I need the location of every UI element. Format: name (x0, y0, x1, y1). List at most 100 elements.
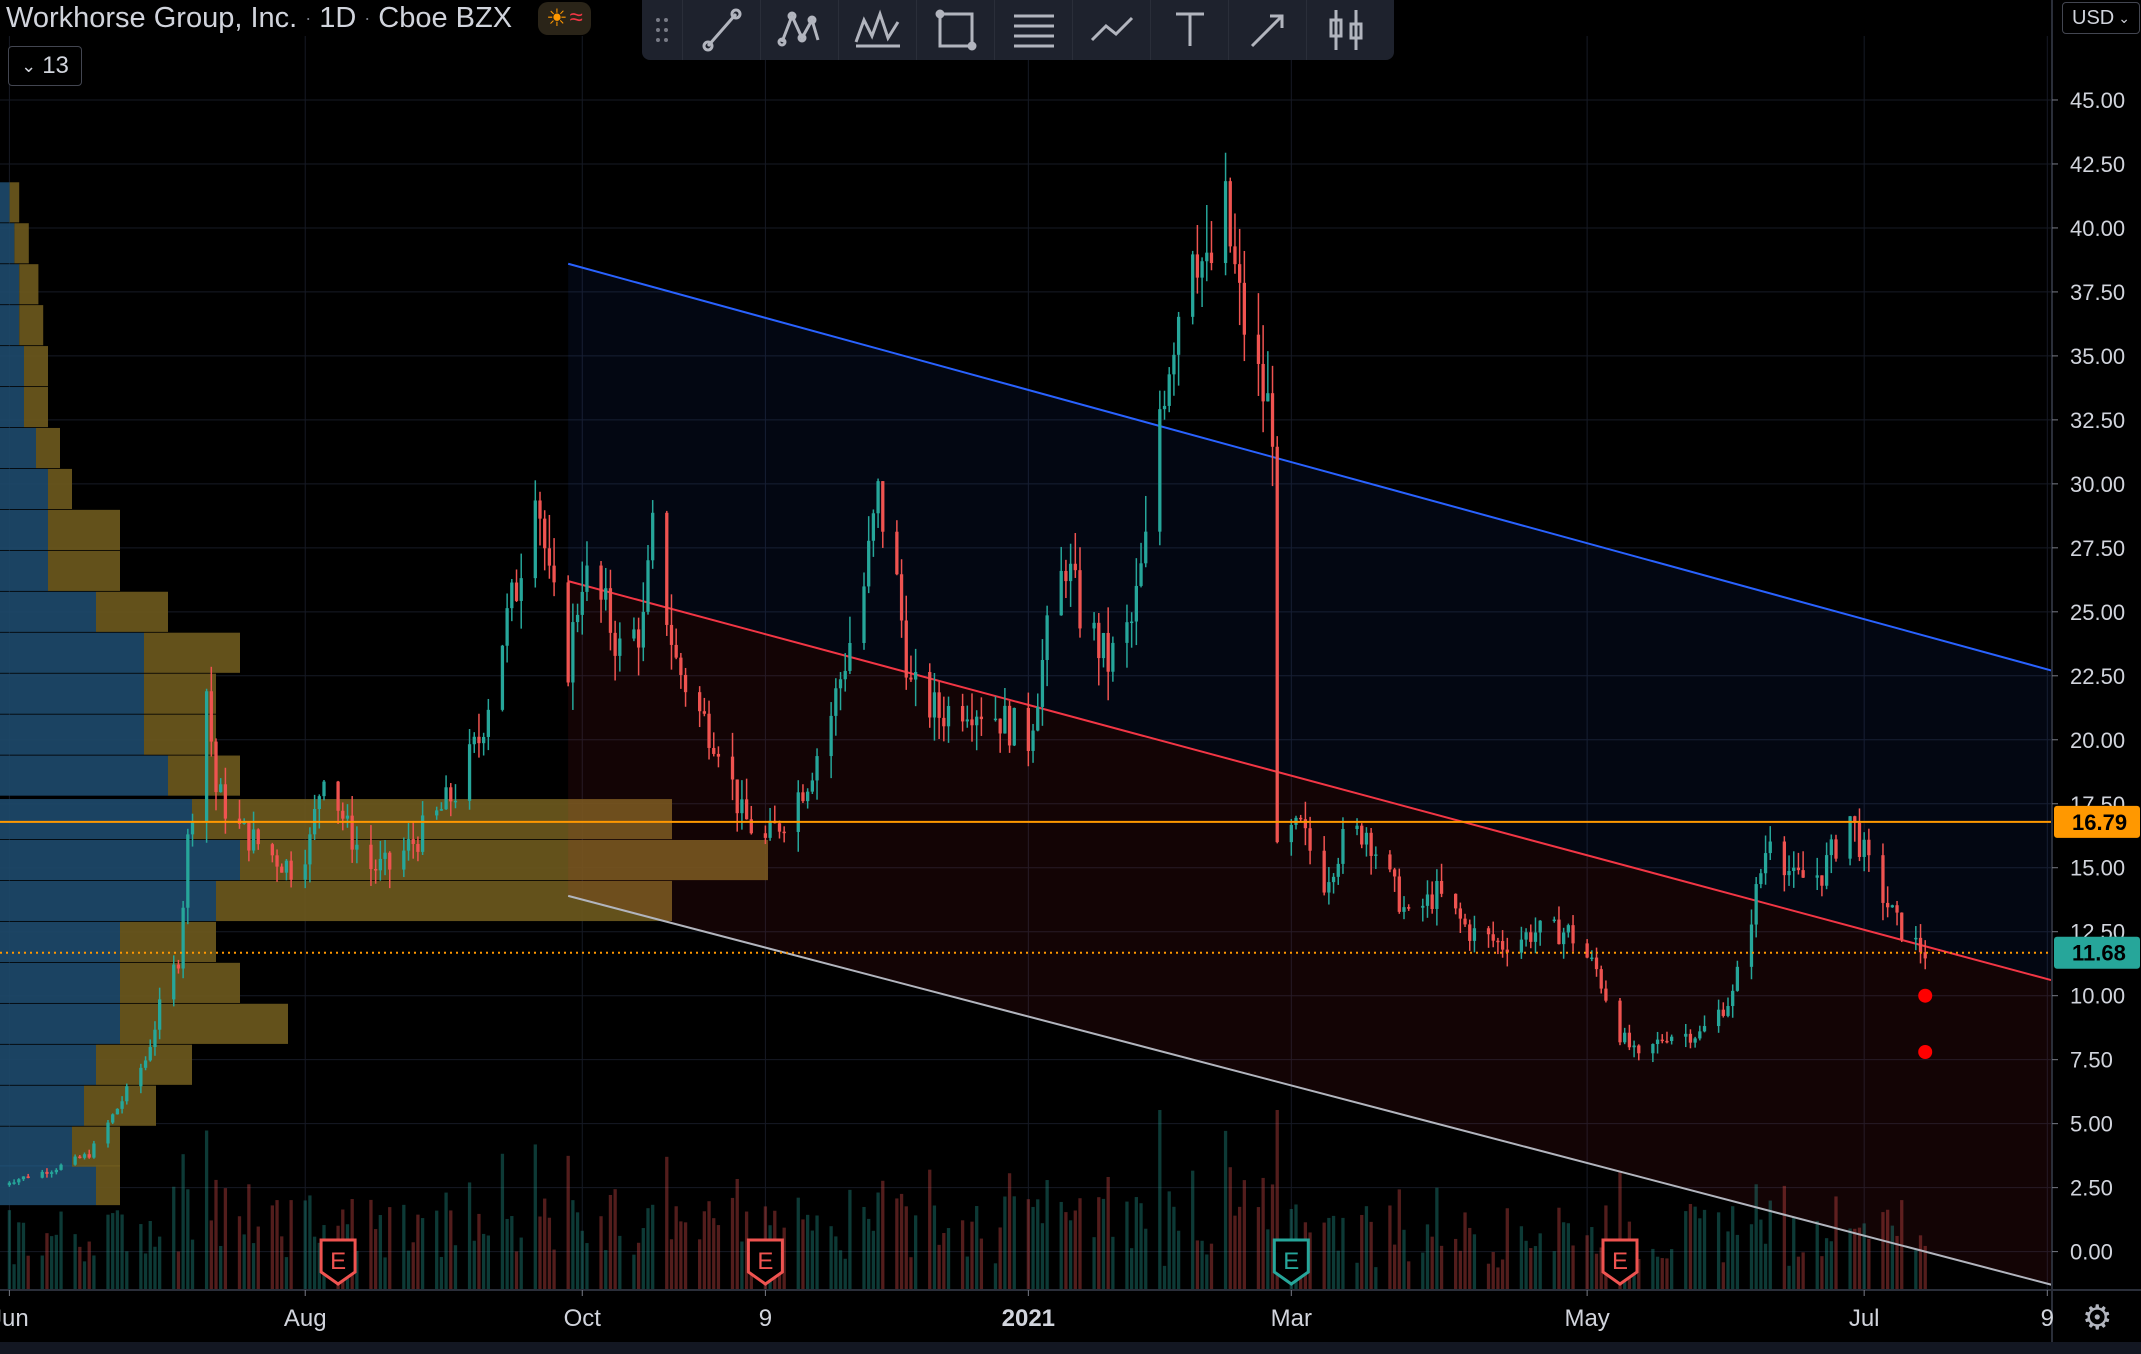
candle-body (289, 860, 293, 880)
symbol-name[interactable]: Workhorse Group, Inc. (6, 1, 298, 34)
volume-bar (1360, 1214, 1364, 1290)
volume-bar (1205, 1254, 1209, 1290)
candle-body (1552, 919, 1556, 922)
candle-body (632, 629, 636, 639)
volume-bar (1125, 1201, 1129, 1290)
floating-drawing-toolbar (642, 0, 1394, 60)
volume-bar (1045, 1180, 1049, 1290)
candle-body (26, 1176, 30, 1178)
candle-body (871, 513, 876, 541)
volume-bar (303, 1200, 307, 1290)
separator-dot: · (364, 7, 371, 28)
candle-body (514, 582, 519, 601)
currency-selector[interactable]: USD ⌄ (2062, 2, 2140, 34)
candle-body (378, 858, 382, 871)
interval-label[interactable]: 1D (319, 1, 357, 34)
path-tool-button[interactable] (1072, 0, 1150, 60)
volume-profile-up-bar (0, 1085, 84, 1126)
candle-body (1491, 934, 1495, 941)
arrow-tool-button[interactable] (1228, 0, 1306, 60)
volume-bar (1651, 1248, 1655, 1290)
volume-bar (1068, 1220, 1073, 1290)
volume-profile-up-bar (0, 1126, 72, 1167)
candle-body (1857, 822, 1862, 857)
chart-settings-gear-icon[interactable]: ⚙ (2082, 1299, 2113, 1337)
elliott-wave-tool-button[interactable] (838, 0, 916, 60)
candle-body (106, 1122, 110, 1144)
volume-bar (106, 1214, 110, 1290)
volume-profile-up-bar (0, 962, 120, 1003)
candle-body (1820, 875, 1824, 886)
volume-bar (1139, 1203, 1143, 1290)
candle-body (979, 716, 984, 720)
trend-line-tool-button[interactable] (682, 0, 760, 60)
volume-bar (651, 1204, 655, 1290)
candle-body (350, 815, 354, 850)
candle-body (1623, 1032, 1627, 1043)
volume-bar (1693, 1206, 1697, 1290)
volume-bar (665, 1156, 669, 1290)
volume-bar (158, 1236, 162, 1290)
volume-bar (881, 1180, 885, 1290)
candle-body (1829, 839, 1833, 856)
candle-body (1078, 570, 1082, 629)
indicators-legend-toggle[interactable]: ⌄ 13 (8, 46, 82, 86)
volume-bar (1111, 1236, 1115, 1290)
candle-body (998, 718, 1002, 734)
candle-body (876, 481, 880, 514)
volume-bar (1820, 1256, 1824, 1290)
price-tick-label: 45.00 (2070, 88, 2125, 113)
candle-body (1571, 925, 1575, 944)
candle-body (904, 620, 908, 678)
candle-body (1026, 707, 1030, 751)
text-tool-button[interactable] (1150, 0, 1228, 60)
candle-body (439, 809, 444, 811)
volume-profile-up-bar (0, 1165, 96, 1206)
market-status-badge[interactable]: ☀ ≈ (538, 1, 591, 35)
volume-bar (369, 1199, 373, 1290)
candle-body (1407, 907, 1411, 909)
volume-profile-up-bar (0, 1044, 96, 1085)
candle-body (1003, 705, 1007, 734)
volume-bar (1064, 1212, 1068, 1290)
bottom-scrollbar-track (0, 1342, 2141, 1354)
volume-bar (848, 1189, 852, 1290)
fib-retracement-tool-button[interactable] (994, 0, 1072, 60)
candle-body (186, 834, 190, 908)
candle-body (782, 831, 786, 834)
earnings-marker-label: E (330, 1248, 346, 1275)
candle-body (533, 500, 537, 579)
channel-upper-fill (568, 263, 2053, 981)
volume-bar (1425, 1224, 1430, 1290)
candle-body (1388, 854, 1392, 870)
volume-bar (1914, 1250, 1918, 1290)
candle-body (317, 796, 321, 809)
volume-profile-up-bar (0, 591, 96, 632)
volume-bar (1829, 1241, 1833, 1290)
candle-body (482, 736, 486, 744)
candle-body (50, 1172, 54, 1174)
volume-profile-down-bar (19, 264, 39, 305)
candle-body (54, 1169, 58, 1173)
candle-body (1566, 925, 1570, 933)
volume-bar (1327, 1217, 1331, 1290)
volume-bar (1430, 1236, 1434, 1290)
volume-bar (1007, 1173, 1012, 1290)
volume-bar (838, 1250, 843, 1290)
candle-body (519, 578, 523, 601)
volume-bar (1895, 1235, 1899, 1290)
volume-profile-down-bar (240, 839, 768, 881)
volume-bar (1599, 1247, 1603, 1290)
long-position-tool-button[interactable] (1306, 0, 1384, 60)
rectangle-tool-button[interactable] (916, 0, 994, 60)
candle-body (1191, 254, 1195, 317)
volume-bar (1731, 1206, 1735, 1290)
volume-profile-down-bar (24, 387, 48, 428)
volume-bar (1702, 1209, 1707, 1290)
candle-body (763, 833, 768, 838)
xabcd-pattern-tool-button[interactable] (760, 0, 838, 60)
volume-profile-down-bar (192, 799, 672, 840)
candle-body (402, 850, 406, 870)
drag-handle-icon[interactable] (642, 15, 682, 45)
